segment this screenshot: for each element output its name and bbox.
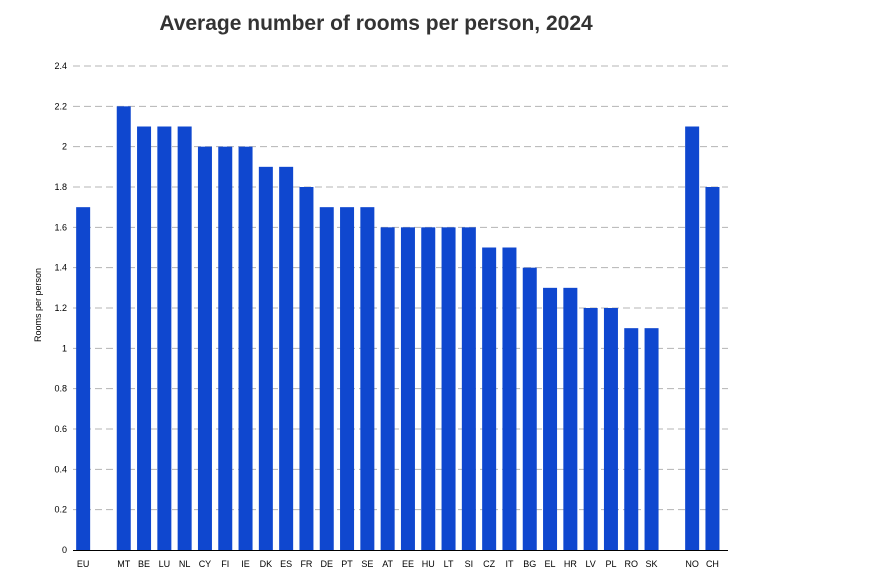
bar-el [543,287,558,550]
x-tick-label: BG [523,559,536,569]
x-tick-label: SE [361,559,373,569]
x-tick-label: HR [564,559,577,569]
bar-ro [624,328,639,550]
x-tick-label: SI [465,559,474,569]
x-tick-label: ES [280,559,292,569]
y-tick-label: 1.6 [54,222,67,232]
x-tick-label: BE [138,559,150,569]
x-tick-label: EE [402,559,414,569]
bar-no [685,126,700,550]
x-tick-label: PL [605,559,616,569]
x-tick-label: EU [77,559,90,569]
x-tick-label: DE [320,559,333,569]
y-tick-label: 1.4 [54,263,67,273]
bar-cz [482,247,497,550]
x-tick-label: NO [685,559,699,569]
y-tick-label: 1.8 [54,182,67,192]
y-tick-label: 2.2 [54,101,67,111]
y-axis-ticks: 0 0.2 0.4 0.6 0.8 1 1.2 1.4 1.6 1.8 2 2.2 2.4 [54,61,67,555]
bar-ee [400,227,415,551]
x-tick-label: IE [241,559,250,569]
y-tick-label: 2 [62,142,67,152]
bar-ch [705,187,720,550]
bar-mt [116,106,131,550]
bars [76,106,720,551]
x-tick-label: DK [260,559,273,569]
bar-se [360,207,375,550]
y-tick-label: 0.6 [54,424,67,434]
bar-lv [583,308,598,550]
x-tick-label: LT [444,559,454,569]
x-tick-label: LU [159,559,171,569]
gridlines [73,65,728,511]
bar-ie [238,146,253,550]
x-tick-label: NL [179,559,191,569]
bar-fr [299,187,314,550]
bar-pl [603,308,618,550]
y-tick-label: 0 [62,545,67,555]
bar-hu [421,227,436,551]
y-tick-label: 1.2 [54,303,67,313]
x-tick-label: CH [706,559,719,569]
bar-be [137,126,152,550]
bar-lu [157,126,172,550]
bar-nl [177,126,192,550]
bar-dk [258,166,273,551]
bar-hr [563,287,578,550]
x-axis-ticks: EU MT BE LU NL CY FI IE DK ES FR DE PT SE AT EE HU LT SI CZ… [77,559,719,569]
bar-it [502,247,517,550]
x-tick-label: RO [625,559,639,569]
bar-fi [218,146,233,550]
x-tick-label: PT [341,559,353,569]
x-tick-label: IT [505,559,514,569]
y-tick-label: 1 [62,343,67,353]
y-tick-label: 2.4 [54,61,67,71]
y-tick-label: 0.8 [54,384,67,394]
bar-pt [340,207,355,550]
bar-lt [441,227,456,551]
x-tick-label: LV [585,559,595,569]
bar-si [461,227,476,551]
x-tick-label: AT [382,559,393,569]
x-tick-label: HU [422,559,435,569]
bar-es [279,166,294,551]
bar-de [319,207,334,550]
x-tick-label: EL [545,559,556,569]
y-tick-label: 0.2 [54,505,67,515]
x-tick-label: FI [221,559,229,569]
x-tick-label: CZ [483,559,495,569]
bar-at [380,227,395,551]
x-tick-label: FR [300,559,312,569]
y-tick-label: 0.4 [54,464,67,474]
x-tick-label: SK [646,559,658,569]
bar-bg [522,267,537,550]
bar-sk [644,328,659,550]
bar-eu [76,207,91,550]
x-tick-label: MT [117,559,130,569]
x-tick-label: CY [199,559,212,569]
chart-title: Average number of rooms per person, 2024 [159,12,593,35]
bar-cy [197,146,212,550]
